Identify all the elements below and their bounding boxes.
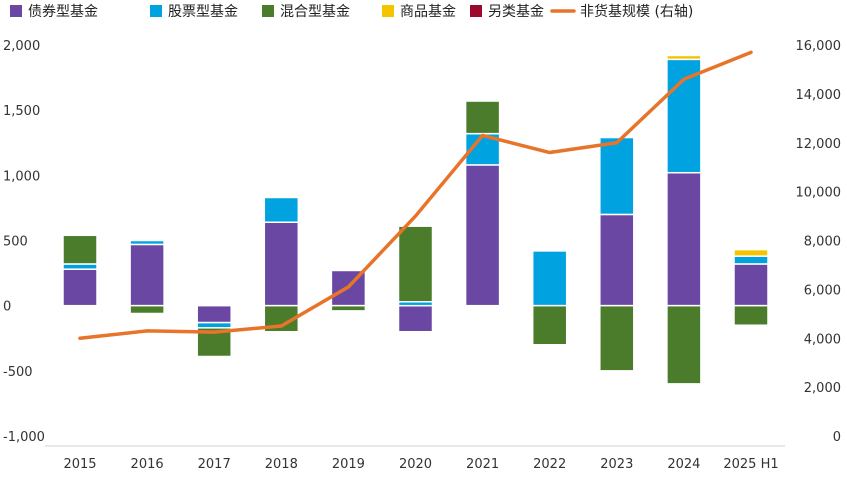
y-right-tick: 8,000 — [804, 235, 841, 250]
bar-2020-series-3 — [397, 225, 434, 303]
bar-2018-series-1 — [263, 221, 300, 307]
bar-2023-series-1 — [599, 213, 635, 307]
bar-2017-series-1 — [196, 304, 232, 324]
legend-label-3: 混合型基金 — [280, 3, 350, 20]
legend-swatch-5 — [470, 5, 482, 17]
x-tick: 2025 H1 — [723, 457, 778, 472]
bar-2015-series-1 — [62, 268, 98, 307]
bar-2015-series-3 — [62, 234, 98, 265]
bar-2020-series-1 — [397, 304, 434, 333]
legend-swatch-3 — [262, 5, 274, 17]
x-tick: 2017 — [198, 457, 231, 472]
y-left-tick: -500 — [3, 365, 33, 380]
x-tick: 2016 — [131, 457, 164, 472]
bar-2025-H1-series-1 — [733, 263, 769, 307]
bar-2016-series-1 — [129, 243, 165, 307]
bar-2021-series-3 — [464, 100, 501, 135]
bar-2015-series-2 — [62, 263, 98, 270]
x-tick: 2015 — [63, 457, 96, 472]
legend-label-2: 股票型基金 — [168, 3, 238, 20]
y-right-tick: 4,000 — [804, 332, 841, 347]
bar-2016-series-2 — [129, 239, 165, 246]
axes-layer: 2,000 1,500 1,000 500 0 -500 -1,000 16,000 14,00… — [3, 39, 841, 472]
bar-2025-H1-series-3 — [733, 304, 769, 326]
bar-2017-series-2 — [196, 321, 232, 329]
legend-line-label: 非货基规模 (右轴) — [580, 3, 693, 20]
bar-2022-series-2 — [531, 250, 568, 307]
x-tick: 2024 — [667, 457, 700, 472]
x-tick: 2021 — [466, 457, 499, 472]
bar-2023-series-2 — [599, 136, 635, 216]
bar-2023-series-3 — [599, 304, 635, 372]
bar-2024-series-1 — [666, 171, 702, 307]
y-left-tick: 0 — [3, 300, 11, 315]
y-right-tick: 2,000 — [804, 381, 841, 396]
legend-label-4: 商品基金 — [400, 3, 456, 20]
legend: 债券型基金 股票型基金 混合型基金 商品基金 另类基金 非货基规模 (右轴) — [10, 3, 693, 20]
bar-2016-series-3 — [129, 304, 165, 315]
bar-2024-series-2 — [666, 58, 702, 174]
x-tick: 2022 — [533, 457, 566, 472]
y-left-tick: 2,000 — [3, 39, 40, 54]
y-right-tick: 14,000 — [796, 88, 842, 103]
y-left-tick: -1,000 — [3, 430, 45, 445]
legend-label-5: 另类基金 — [488, 3, 544, 20]
bars-layer — [62, 54, 769, 385]
x-tick: 2019 — [332, 457, 365, 472]
legend-swatch-4 — [382, 5, 394, 17]
y-right-tick: 6,000 — [804, 283, 841, 298]
x-tick: 2020 — [399, 457, 432, 472]
bar-2024-series-4 — [666, 54, 702, 61]
line-layer — [78, 50, 753, 340]
y-right-tick: 12,000 — [796, 137, 842, 152]
y-right-tick: 10,000 — [796, 186, 842, 201]
bar-2025-H1-series-2 — [733, 255, 769, 265]
x-tick: 2023 — [600, 457, 633, 472]
y-right-tick: 16,000 — [796, 39, 842, 54]
legend-label-1: 债券型基金 — [28, 3, 98, 20]
y-left-tick: 1,000 — [3, 169, 40, 184]
bar-2025-H1-series-4 — [733, 248, 769, 257]
bar-2018-series-2 — [263, 196, 300, 224]
bar-2022-series-3 — [531, 304, 568, 346]
x-tick: 2018 — [265, 457, 298, 472]
bar-2024-series-3 — [666, 304, 702, 385]
bar-2019-series-3 — [330, 304, 367, 312]
bar-2021-series-1 — [464, 164, 501, 307]
legend-swatch-2 — [150, 5, 162, 17]
y-left-tick: 1,500 — [3, 104, 40, 119]
legend-swatch-1 — [10, 5, 22, 17]
y-left-tick: 500 — [3, 235, 28, 250]
y-right-tick: 0 — [833, 430, 841, 445]
